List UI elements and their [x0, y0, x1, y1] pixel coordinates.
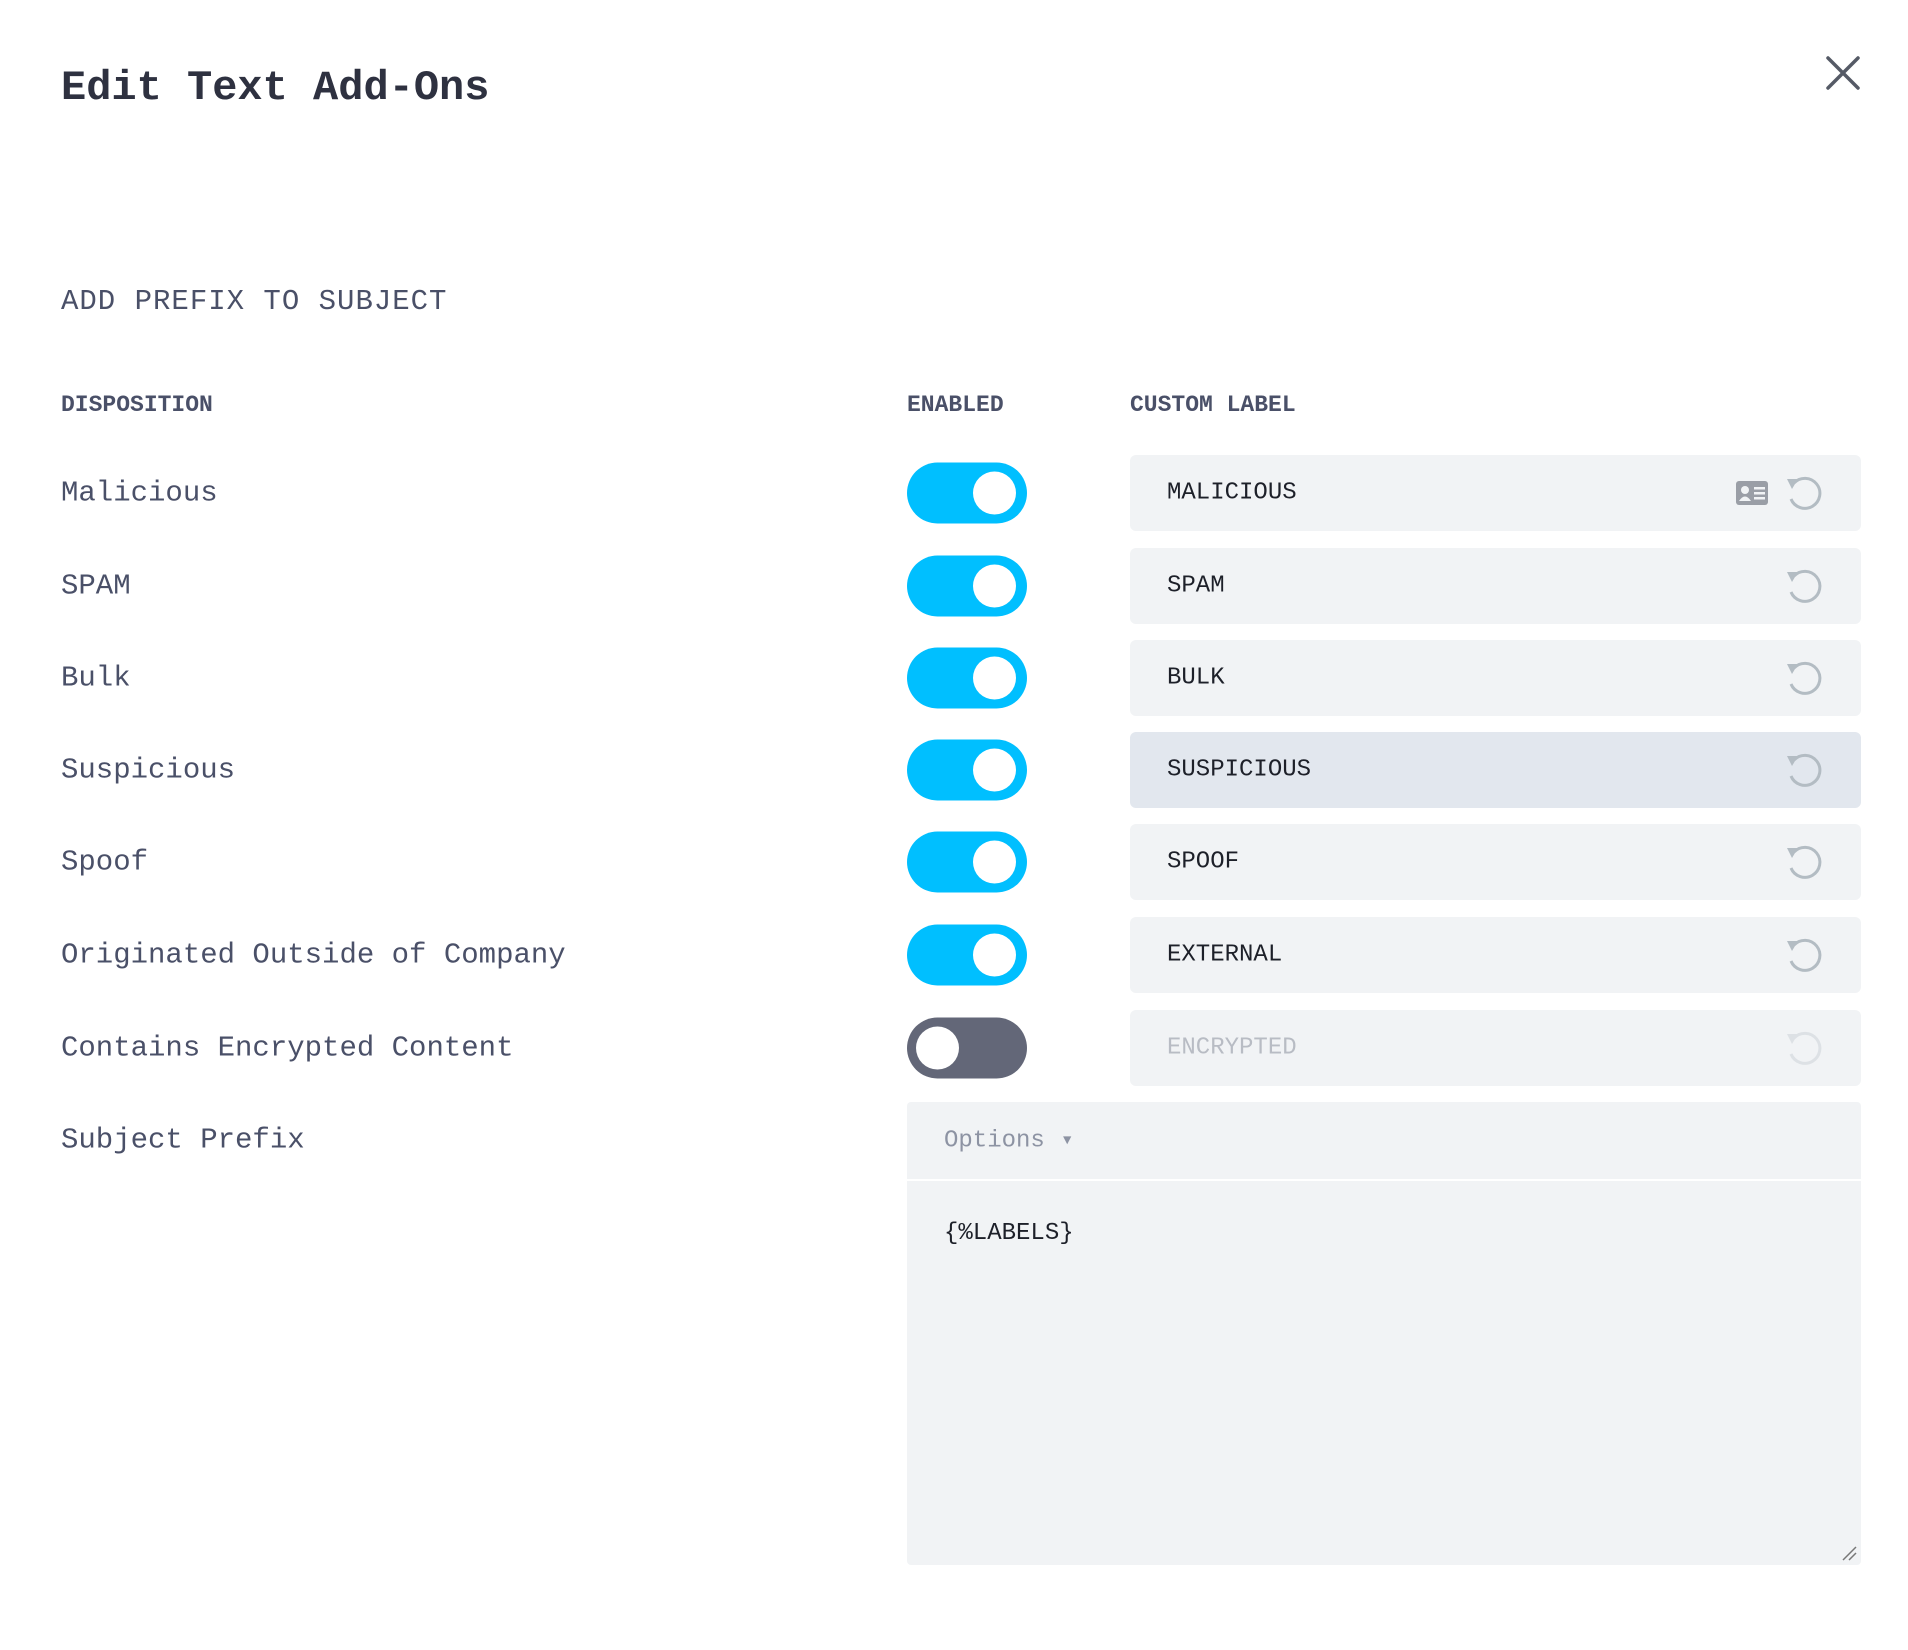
enabled-toggle[interactable] — [907, 739, 1027, 801]
disposition-label: Spoof — [61, 845, 149, 879]
column-header-custom-label: CUSTOM LABEL — [1130, 392, 1296, 418]
disposition-label: SPAM — [61, 569, 131, 603]
custom-label-value: SUSPICIOUS — [1167, 756, 1312, 784]
enabled-toggle[interactable] — [907, 831, 1027, 893]
custom-label-input[interactable]: EXTERNAL — [1130, 917, 1861, 993]
reset-icon[interactable] — [1783, 840, 1827, 884]
custom-label-input[interactable]: SPOOF — [1130, 824, 1861, 900]
close-icon[interactable] — [1822, 52, 1864, 94]
toggle-knob — [973, 933, 1016, 977]
enabled-toggle[interactable] — [907, 462, 1027, 524]
toggle-knob — [973, 656, 1016, 700]
toggle-knob — [973, 840, 1016, 884]
resize-handle-icon[interactable] — [1841, 1545, 1857, 1561]
subject-prefix-textarea[interactable]: {%LABELS} — [944, 1220, 1074, 1247]
enabled-toggle[interactable] — [907, 924, 1027, 986]
custom-label-value: SPAM — [1167, 572, 1225, 600]
custom-label-value: EXTERNAL — [1167, 941, 1283, 969]
custom-label-input[interactable]: MALICIOUS — [1130, 455, 1861, 531]
reset-icon[interactable] — [1783, 656, 1827, 700]
contact-card-icon[interactable] — [1735, 480, 1769, 506]
reset-icon[interactable] — [1783, 1026, 1827, 1070]
custom-label-input[interactable]: BULK — [1130, 640, 1861, 716]
toggle-knob — [973, 748, 1016, 792]
subject-prefix-label: Subject Prefix — [61, 1123, 305, 1157]
options-label: Options — [944, 1127, 1045, 1154]
custom-label-input[interactable]: SUSPICIOUS — [1130, 732, 1861, 808]
reset-icon[interactable] — [1783, 933, 1827, 977]
disposition-label: Bulk — [61, 661, 131, 695]
enabled-toggle[interactable] — [907, 555, 1027, 617]
dialog-title: Edit Text Add-Ons — [61, 64, 490, 112]
reset-icon[interactable] — [1783, 471, 1827, 515]
custom-label-value: ENCRYPTED — [1167, 1034, 1297, 1062]
disposition-label: Suspicious — [61, 753, 236, 787]
reset-icon[interactable] — [1783, 564, 1827, 608]
disposition-label: Contains Encrypted Content — [61, 1031, 514, 1065]
section-heading: ADD PREFIX TO SUBJECT — [61, 285, 448, 318]
custom-label-input[interactable]: SPAM — [1130, 548, 1861, 624]
reset-icon[interactable] — [1783, 748, 1827, 792]
caret-down-icon: ▼ — [1063, 1132, 1072, 1149]
custom-label-value: BULK — [1167, 664, 1225, 692]
toggle-knob — [973, 471, 1016, 515]
custom-label-input[interactable]: ENCRYPTED — [1130, 1010, 1861, 1086]
column-header-disposition: DISPOSITION — [61, 392, 213, 418]
subject-prefix-editor: Options ▼ {%LABELS} — [907, 1102, 1861, 1565]
toggle-knob — [973, 564, 1016, 608]
options-dropdown[interactable]: Options ▼ — [907, 1102, 1861, 1181]
enabled-toggle[interactable] — [907, 647, 1027, 709]
custom-label-value: SPOOF — [1167, 848, 1240, 876]
toggle-knob — [916, 1026, 959, 1070]
disposition-label: Malicious — [61, 476, 218, 510]
custom-label-value: MALICIOUS — [1167, 479, 1297, 507]
disposition-label: Originated Outside of Company — [61, 938, 566, 972]
enabled-toggle[interactable] — [907, 1017, 1027, 1079]
column-header-enabled: ENABLED — [907, 392, 1004, 418]
